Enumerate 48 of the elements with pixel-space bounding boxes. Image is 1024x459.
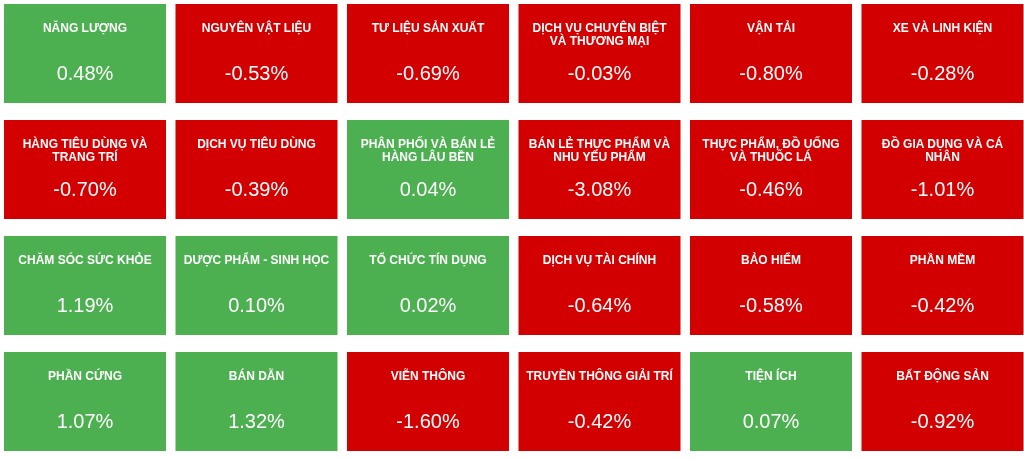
- category-label: THỰC PHẨM, ĐỒ UỐNG VÀ THUỐC LÁ: [702, 136, 840, 164]
- data-label: -3.08%: [567, 178, 632, 200]
- category-label: VIỄN THÔNG: [390, 368, 466, 383]
- data-label: -0.80%: [739, 62, 803, 84]
- data-label: -0.03%: [567, 62, 632, 84]
- data-label: 1.19%: [56, 294, 114, 316]
- data-label: 0.48%: [56, 62, 114, 84]
- data-label: -0.28%: [910, 62, 975, 84]
- category-label: DỊCH VỤ TIÊU DÙNG: [197, 136, 316, 151]
- data-label: -0.42%: [910, 294, 975, 316]
- category-label: BÁN LẺ THỰC PHẨM VÀ NHU YẾU PHẨM: [528, 136, 671, 164]
- category-label: DỊCH VỤ CHUYÊN BIỆT VÀ THƯƠNG MẠI: [532, 20, 668, 48]
- data-label: -0.46%: [739, 178, 803, 200]
- data-label: -0.58%: [739, 294, 803, 316]
- data-label: -0.92%: [910, 410, 975, 432]
- category-label: BÁN DẪN: [228, 368, 285, 383]
- data-label: -1.01%: [910, 178, 975, 200]
- data-label: 0.04%: [399, 178, 457, 200]
- category-label: VẬN TẢI: [747, 20, 795, 35]
- category-label: TIỆN ÍCH: [745, 368, 797, 383]
- category-label: DỊCH VỤ TÀI CHÍNH: [542, 252, 657, 267]
- data-label: -0.64%: [567, 294, 632, 316]
- category-label: TƯ LIỆU SẢN XUẤT: [371, 20, 485, 35]
- data-label: 0.07%: [742, 410, 800, 432]
- data-label: -0.69%: [396, 62, 460, 84]
- data-label: 1.32%: [228, 410, 286, 432]
- category-label: XE VÀ LINH KIỆN: [892, 20, 993, 35]
- category-label: DƯỢC PHẨM - SINH HỌC: [183, 252, 330, 267]
- category-label: HÀNG TIÊU DÙNG VÀ TRANG TRÍ: [22, 136, 148, 164]
- category-label: PHẦN MỀM: [909, 252, 976, 267]
- category-label: BẢO HIỂM: [741, 252, 801, 267]
- category-label: PHÂN PHỐI VÀ BÁN LẺ HÀNG LÂU BỀN: [360, 136, 496, 164]
- category-label: PHẦN CỨNG: [48, 368, 122, 383]
- data-label: 0.02%: [399, 294, 457, 316]
- category-label: TỔ CHỨC TÍN DỤNG: [369, 252, 487, 267]
- data-label: 1.07%: [56, 410, 114, 432]
- data-label: -1.60%: [396, 410, 460, 432]
- data-label: -0.70%: [53, 178, 117, 200]
- category-label: ĐỒ GIA DỤNG VÀ CÁ NHÂN: [881, 136, 1004, 164]
- category-label: BẤT ĐỘNG SẢN: [896, 368, 989, 383]
- data-label: -0.53%: [224, 62, 289, 84]
- category-label: NĂNG LƯỢNG: [42, 20, 128, 35]
- data-label: -0.42%: [567, 410, 632, 432]
- data-label: 0.10%: [228, 294, 286, 316]
- category-label: NGUYÊN VẬT LIỆU: [201, 20, 312, 35]
- data-label: -0.39%: [224, 178, 289, 200]
- category-label: TRUYỀN THÔNG GIẢI TRÍ: [526, 368, 674, 383]
- category-label: CHĂM SÓC SỨC KHỎE: [18, 252, 152, 267]
